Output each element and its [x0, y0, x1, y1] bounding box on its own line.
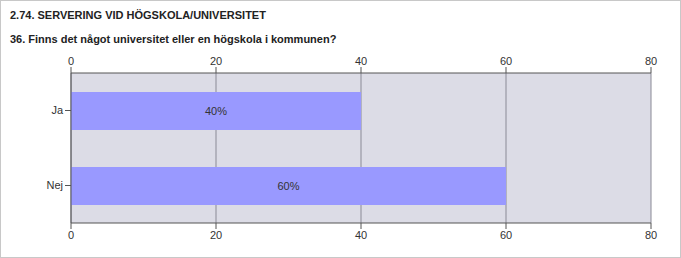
svg-text:0: 0 — [68, 55, 74, 67]
svg-text:80: 80 — [645, 55, 657, 67]
svg-text:20: 20 — [210, 229, 222, 241]
html-text:36. Finns det något universite: 36. Finns det något universitet eller en… — [10, 33, 337, 45]
svg-text:80: 80 — [645, 229, 657, 241]
svg-text:40%: 40% — [205, 105, 227, 117]
svg-text:40: 40 — [355, 229, 367, 241]
svg-text:40: 40 — [355, 55, 367, 67]
svg-text:0: 0 — [68, 229, 74, 241]
html-text:2.74. SERVERING VID HÖGSKOLA/U: 2.74. SERVERING VID HÖGSKOLA/UNIVERSITET — [10, 9, 266, 21]
svg-text:60: 60 — [500, 229, 512, 241]
svg-text:60: 60 — [500, 55, 512, 67]
svg-text:20: 20 — [210, 55, 222, 67]
svg-text:Nej: Nej — [46, 179, 63, 191]
svg-text:Ja: Ja — [51, 104, 64, 116]
svg-text:60%: 60% — [277, 180, 299, 192]
